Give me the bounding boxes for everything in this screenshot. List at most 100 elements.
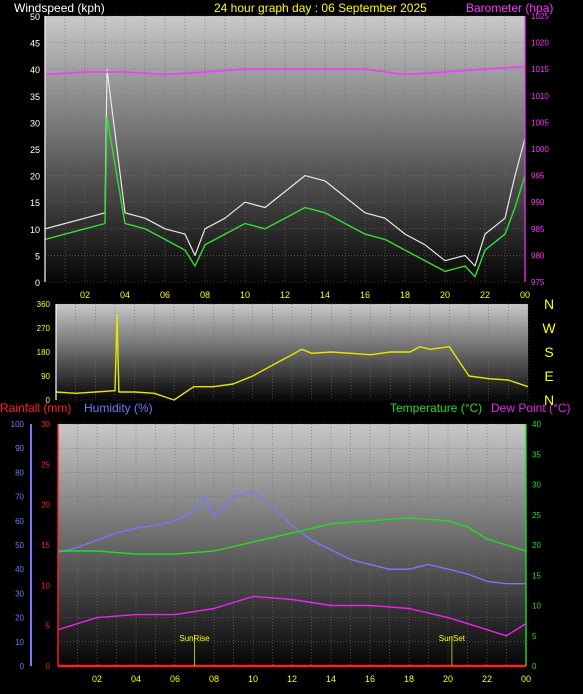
wind-x-tick: 18 [400, 290, 410, 300]
baro-y-tick: 990 [531, 198, 545, 207]
lower-x-tick: 16 [365, 674, 375, 684]
baro-y-tick: 1015 [531, 65, 549, 74]
wind-y-tick: 0 [35, 278, 40, 288]
direction-y-tick: 180 [37, 348, 51, 357]
temperature-y-tick: 10 [532, 602, 541, 611]
direction-y-tick: 270 [37, 324, 51, 333]
wind-y-tick: 20 [30, 172, 40, 182]
rainfall-y-tick: 20 [41, 501, 50, 510]
compass-label: E [544, 368, 553, 384]
baro-y-tick: 985 [531, 225, 545, 234]
wind-x-tick: 10 [240, 290, 250, 300]
wind-title: Windspeed (kph) [14, 1, 105, 15]
lower-x-tick: 10 [248, 674, 258, 684]
lower-x-tick: 20 [443, 674, 453, 684]
humidity-y-tick: 80 [15, 468, 24, 477]
dewpoint-line [57, 595, 527, 637]
temperature-y-tick: 25 [532, 511, 541, 520]
baro-y-tick: 1025 [531, 12, 549, 21]
wind-x-tick: 22 [480, 290, 490, 300]
wind-x-tick: 04 [120, 290, 130, 300]
wind-x-tick: 14 [320, 290, 330, 300]
barometer-line [44, 65, 526, 76]
rainfall-y-tick: 5 [46, 622, 51, 631]
lower-x-tick: 18 [404, 674, 414, 684]
wind-y-tick: 15 [30, 198, 40, 208]
wind-y-tick: 45 [30, 39, 40, 49]
wind-y-tick: 25 [30, 145, 40, 155]
rainfall-y-tick: 0 [46, 662, 51, 671]
wind-y-tick: 40 [30, 65, 40, 75]
humidity-y-tick: 100 [11, 420, 25, 429]
rainfall-y-tick: 15 [41, 541, 50, 550]
lower-x-tick: 06 [170, 674, 180, 684]
temperature-y-tick: 35 [532, 450, 541, 459]
lower-x-tick: 12 [287, 674, 297, 684]
humidity-y-tick: 90 [15, 444, 24, 453]
humidity-y-tick: 10 [15, 638, 24, 647]
temperature-title: Temperature (°C) [390, 401, 482, 415]
wind-y-tick: 50 [30, 12, 40, 22]
gust-line [44, 68, 526, 267]
wind-y-tick: 5 [35, 251, 40, 261]
temperature-line [58, 517, 527, 555]
wind-y-tick: 10 [30, 225, 40, 235]
wind-x-tick: 08 [200, 290, 210, 300]
baro-y-tick: 995 [531, 172, 545, 181]
wind-x-tick: 02 [80, 290, 90, 300]
direction-y-tick: 0 [46, 396, 51, 405]
lower-x-tick: 00 [521, 674, 531, 684]
direction-line [55, 314, 529, 401]
wind-y-tick: 30 [30, 118, 40, 128]
humidity-y-tick: 40 [15, 565, 24, 574]
wind-x-tick: 20 [440, 290, 450, 300]
temperature-y-tick: 0 [532, 662, 537, 671]
windspeed-line [44, 116, 526, 278]
rainfall-y-tick: 10 [41, 581, 50, 590]
dewpoint-title: Dew Point (°C) [491, 401, 570, 415]
humidity-title: Humidity (%) [84, 401, 153, 415]
baro-y-tick: 1010 [531, 92, 549, 101]
temperature-y-tick: 20 [532, 541, 541, 550]
lower-x-tick: 08 [209, 674, 219, 684]
humidity-y-tick: 70 [15, 493, 24, 502]
humidity-y-tick: 60 [15, 517, 24, 526]
sun-annotation: SunRise [179, 634, 210, 643]
compass-label: N [544, 392, 554, 408]
baro-y-tick: 975 [531, 278, 545, 287]
wind-x-tick: 12 [280, 290, 290, 300]
direction-y-tick: 90 [41, 372, 50, 381]
lower-x-tick: 14 [326, 674, 336, 684]
humidity-y-tick: 20 [15, 614, 24, 623]
lower-x-tick: 22 [482, 674, 492, 684]
lower-x-tick: 04 [131, 674, 141, 684]
temperature-y-tick: 40 [532, 420, 541, 429]
humidity-y-tick: 50 [15, 541, 24, 550]
wind-x-tick: 16 [360, 290, 370, 300]
sun-annotation: SunSet [439, 634, 466, 643]
wind-x-tick: 06 [160, 290, 170, 300]
temperature-y-tick: 30 [532, 481, 541, 490]
baro-y-tick: 980 [531, 251, 545, 260]
temperature-y-tick: 5 [532, 632, 537, 641]
humidity-line [57, 491, 526, 585]
lower-x-tick: 02 [92, 674, 102, 684]
direction-y-tick: 360 [37, 300, 51, 309]
rainfall-y-tick: 25 [41, 460, 50, 469]
wind-x-tick: 00 [520, 290, 530, 300]
humidity-y-tick: 30 [15, 589, 24, 598]
rain-title: Rainfall (mm) [0, 401, 71, 415]
baro-title: Barometer (hpa) [466, 1, 553, 15]
baro-y-tick: 1020 [531, 39, 549, 48]
baro-y-tick: 1000 [531, 145, 549, 154]
graph-title: 24 hour graph day : 06 September 2025 [214, 1, 427, 15]
wind-y-tick: 35 [30, 92, 40, 102]
rainfall-y-tick: 30 [41, 420, 50, 429]
humidity-y-tick: 0 [20, 662, 25, 671]
compass-label: S [544, 344, 553, 360]
baro-y-tick: 1005 [531, 118, 549, 127]
compass-label: W [542, 320, 556, 336]
temperature-y-tick: 15 [532, 571, 541, 580]
compass-label: N [544, 296, 554, 312]
